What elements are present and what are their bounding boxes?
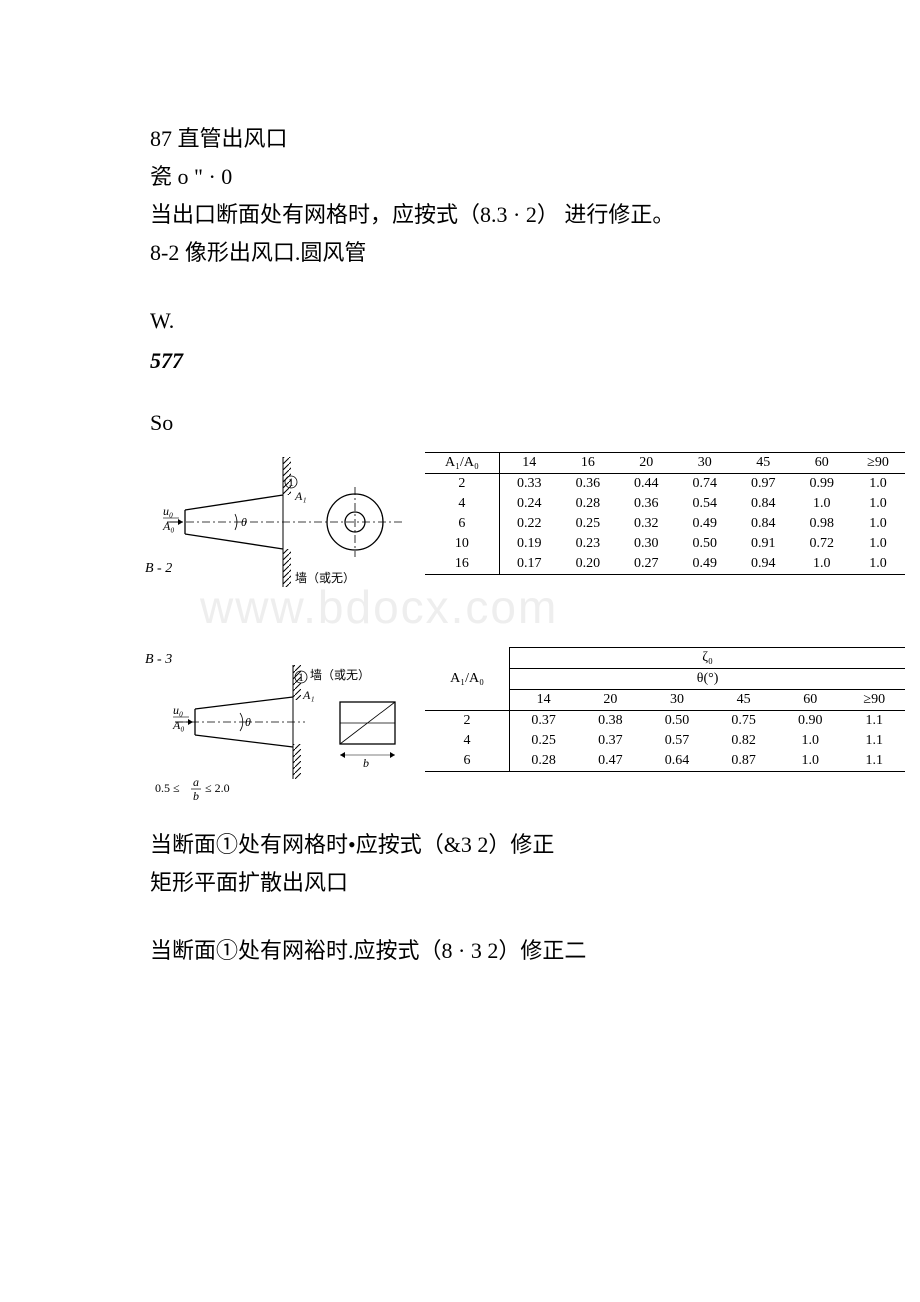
b2-label: B - 2 (145, 561, 172, 576)
note-b2: 当断面①处有网格时•应按式（&3 2）修正 (150, 826, 770, 864)
theta-label-b3: θ (245, 715, 251, 729)
table-row: 2 0.33 0.36 0.44 0.74 0.97 0.99 1.0 (425, 474, 905, 495)
t1-h7: ≥90 (851, 453, 905, 474)
note-b3: 当断面①处有网裕时.应按式（8 · 3 2）修正二 (150, 932, 770, 970)
t2-h5: 60 (777, 690, 844, 711)
t1-h5: 45 (734, 453, 792, 474)
t2-h1: 14 (510, 690, 578, 711)
t2-h4: 45 (710, 690, 777, 711)
wall-label-b2: 墙（或无） (295, 571, 355, 585)
table-row: 6 0.28 0.47 0.64 0.87 1.0 1.1 (425, 751, 905, 772)
b-label: b (363, 756, 369, 770)
table-row: 10 0.19 0.23 0.30 0.50 0.91 0.72 1.0 (425, 534, 905, 554)
table-b2-wrap: A₁/A₀ 14 16 20 30 45 60 ≥90 2 0.33 0.36 … (425, 452, 905, 575)
line-note1: 当出口断面处有网格时，应按式（8.3 · 2） 进行修正。 (150, 196, 770, 234)
fig-row-b2: θ 1 A₁ u₀ A₀ 墙（或无） B - 2 A₁/A₀ (145, 452, 905, 607)
table-row: 6 0.22 0.25 0.32 0.49 0.84 0.98 1.0 (425, 514, 905, 534)
a0-label-b3: A₀ (172, 718, 185, 732)
wall-label-b3: 墙（或无） (310, 668, 370, 682)
theta-label-b2: θ (241, 515, 247, 529)
note-b2b: 矩形平面扩散出风口 (150, 864, 770, 902)
table-b2: A₁/A₀ 14 16 20 30 45 60 ≥90 2 0.33 0.36 … (425, 452, 905, 575)
hdr-so-b3: ζ₀ (510, 648, 905, 669)
hdr-a1a0-b2: A₁/A₀ (425, 453, 499, 474)
table-b3: A₁/A₀ ζ₀ θ(°) 14 20 30 45 60 ≥90 2 0.37 … (425, 647, 905, 772)
table-row: 2 0.37 0.38 0.50 0.75 0.90 1.1 (425, 711, 905, 732)
b3-label: B - 3 (145, 652, 172, 667)
a1-label-b2: A₁ (294, 489, 307, 503)
hdr-a1a0-b3: A₁/A₀ (425, 648, 510, 711)
a0-label-b2: A₀ (162, 519, 175, 533)
ratio-right: ≤ 2.0 (205, 781, 230, 795)
svg-text:b: b (193, 789, 199, 803)
u0-label-b3: u₀ (173, 703, 183, 717)
fig-row-b3: B - 3 θ u₀ A₀ 1 墙（或无） A₁ (145, 647, 905, 812)
u0-label-b2: u₀ (163, 504, 173, 518)
t2-h6: ≥90 (843, 690, 905, 711)
diagram-b3: B - 3 θ u₀ A₀ 1 墙（或无） A₁ (145, 647, 425, 812)
t1-h2: 16 (559, 453, 617, 474)
line-82: 8-2 像形出风口.圆风管 (150, 234, 770, 272)
t1-h3: 20 (617, 453, 675, 474)
hdr-theta-b3: θ(°) (510, 669, 905, 690)
line-87: 87 直管出风口 (150, 120, 770, 158)
table-row: 16 0.17 0.20 0.27 0.49 0.94 1.0 1.0 (425, 554, 905, 575)
svg-text:1: 1 (298, 670, 304, 684)
t2-h2: 20 (577, 690, 644, 711)
svg-text:a: a (193, 775, 199, 789)
t2-h3: 30 (644, 690, 711, 711)
ratio-left: 0.5 ≤ (155, 781, 180, 795)
t1-h1: 14 (499, 453, 558, 474)
diagram-b2: θ 1 A₁ u₀ A₀ 墙（或无） B - 2 (145, 452, 425, 607)
line-577: 577 (150, 348, 770, 374)
line-ci: 瓷 o " · 0 (150, 158, 770, 196)
table-row: 4 0.24 0.28 0.36 0.54 0.84 1.0 1.0 (425, 494, 905, 514)
line-w: W. (150, 302, 770, 340)
t1-h4: 30 (676, 453, 734, 474)
t1-h6: 60 (793, 453, 851, 474)
a1-label-b3: A₁ (302, 688, 315, 702)
line-so: So (150, 404, 770, 442)
svg-text:1: 1 (288, 475, 294, 489)
table-b3-wrap: A₁/A₀ ζ₀ θ(°) 14 20 30 45 60 ≥90 2 0.37 … (425, 647, 905, 772)
table-row: 4 0.25 0.37 0.57 0.82 1.0 1.1 (425, 731, 905, 751)
